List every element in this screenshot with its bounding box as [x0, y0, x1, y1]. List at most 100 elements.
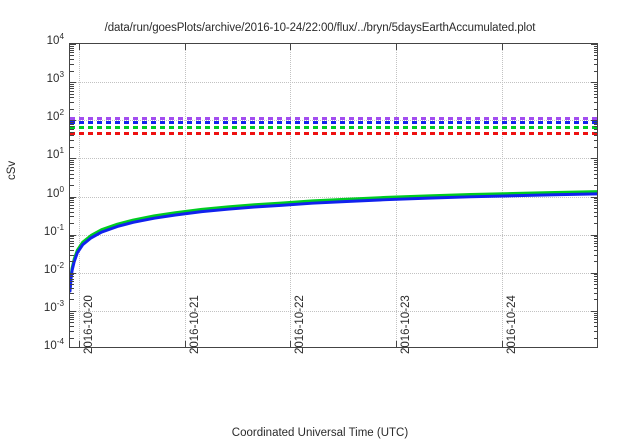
limit-green — [70, 126, 597, 130]
y-minor-tick-mark — [593, 278, 597, 280]
y-minor-tick-mark — [70, 299, 74, 301]
y-minor-tick-mark — [70, 236, 74, 238]
y-minor-tick-mark — [593, 52, 597, 54]
vertical-gridline — [78, 44, 80, 347]
y-minor-tick-mark — [70, 185, 74, 187]
vertical-gridline — [184, 44, 186, 347]
y-minor-tick-mark — [593, 207, 597, 209]
y-minor-tick-mark — [70, 200, 74, 202]
y-minor-tick-mark — [593, 261, 597, 263]
y-minor-tick-mark — [593, 326, 597, 328]
y-minor-tick-mark — [70, 93, 74, 95]
y-tick-mark — [591, 44, 597, 45]
y-minor-tick-mark — [70, 312, 74, 314]
y-minor-tick-mark — [593, 185, 597, 187]
y-minor-tick-mark — [593, 160, 597, 162]
y-minor-tick-mark — [593, 70, 597, 72]
y-minor-tick-mark — [70, 249, 74, 251]
horizontal-gridline — [70, 272, 597, 274]
y-minor-tick-mark — [593, 216, 597, 218]
data-series — [70, 190, 597, 293]
y-minor-tick-mark — [593, 240, 597, 242]
y-minor-tick-mark — [593, 198, 597, 200]
y-minor-tick-mark — [70, 274, 74, 276]
y-minor-tick-mark — [593, 59, 597, 61]
y-minor-tick-mark — [593, 146, 597, 148]
y-minor-tick-mark — [593, 246, 597, 248]
y-minor-tick-mark — [70, 223, 74, 225]
y-minor-tick-mark — [70, 178, 74, 180]
x-axis-title: Coordinated Universal Time (UTC) — [231, 427, 409, 439]
y-minor-tick-mark — [593, 312, 597, 314]
horizontal-gridline — [70, 196, 597, 198]
y-minor-tick-mark — [593, 88, 597, 90]
y-minor-tick-mark — [70, 88, 74, 90]
x-tick-label: 2016-10-23 — [400, 295, 413, 354]
accumulated-dose-blue — [70, 192, 597, 293]
y-tick-mark — [591, 158, 597, 160]
vertical-gridline — [290, 44, 292, 347]
horizontal-gridline — [70, 120, 597, 122]
horizontal-gridline — [70, 82, 597, 84]
y-minor-tick-mark — [593, 236, 597, 238]
y-minor-tick-mark — [70, 284, 74, 286]
y-minor-tick-mark — [593, 93, 597, 95]
y-minor-tick-mark — [70, 126, 74, 128]
y-tick-mark — [70, 310, 76, 312]
y-minor-tick-mark — [70, 287, 74, 289]
limit-red — [70, 131, 597, 135]
horizontal-gridline — [70, 234, 597, 236]
y-minor-tick-mark — [70, 322, 74, 324]
y-minor-tick-mark — [593, 85, 597, 87]
y-minor-tick-mark — [593, 169, 597, 171]
y-minor-tick-mark — [593, 178, 597, 180]
y-minor-tick-mark — [593, 140, 597, 142]
x-tick-label: 2016-10-24 — [506, 295, 519, 354]
page-title: /data/run/goesPlots/archive/2016-10-24/2… — [104, 22, 536, 34]
y-tick-label: 10-1 — [43, 222, 64, 238]
y-minor-tick-mark — [70, 238, 74, 240]
y-minor-tick-mark — [70, 202, 74, 204]
y-tick-mark — [591, 196, 597, 198]
y-minor-tick-mark — [593, 337, 597, 339]
y-minor-tick-mark — [70, 240, 74, 242]
y-tick-mark — [70, 82, 76, 84]
y-tick-mark — [591, 310, 597, 312]
y-tick-mark — [70, 272, 76, 274]
y-minor-tick-mark — [593, 319, 597, 321]
y-minor-tick-mark — [593, 200, 597, 202]
x-tick-mark — [184, 44, 186, 50]
y-minor-tick-mark — [70, 216, 74, 218]
y-minor-tick-mark — [593, 276, 597, 278]
y-minor-tick-mark — [70, 292, 74, 294]
y-minor-tick-mark — [593, 299, 597, 301]
y-minor-tick-mark — [593, 330, 597, 332]
y-axis-tick-labels: 104 103 102 101 100 10-1 10-2 10-3 10-4 — [12, 33, 64, 352]
y-minor-tick-mark — [70, 102, 74, 104]
y-minor-tick-mark — [70, 59, 74, 61]
y-minor-tick-mark — [70, 164, 74, 166]
y-tick-label: 103 — [46, 70, 64, 86]
y-minor-tick-mark — [70, 173, 74, 175]
x-tick-mark — [78, 341, 80, 347]
y-tick-label: 10-2 — [43, 260, 64, 276]
y-minor-tick-mark — [593, 281, 597, 283]
y-tick-mark — [591, 82, 597, 84]
y-minor-tick-mark — [70, 166, 74, 168]
y-minor-tick-mark — [593, 164, 597, 166]
x-tick-label: 2016-10-21 — [188, 295, 201, 354]
y-minor-tick-mark — [593, 123, 597, 125]
y-minor-tick-mark — [593, 90, 597, 92]
y-minor-tick-mark — [593, 284, 597, 286]
y-tick-mark — [70, 196, 76, 198]
y-minor-tick-mark — [70, 162, 74, 164]
plot-area — [69, 43, 598, 348]
y-minor-tick-mark — [593, 108, 597, 110]
limit-blue — [70, 120, 597, 124]
y-minor-tick-mark — [70, 45, 74, 47]
y-minor-tick-mark — [593, 173, 597, 175]
y-minor-tick-mark — [70, 246, 74, 248]
vertical-gridline — [396, 44, 398, 347]
y-minor-tick-mark — [70, 49, 74, 51]
